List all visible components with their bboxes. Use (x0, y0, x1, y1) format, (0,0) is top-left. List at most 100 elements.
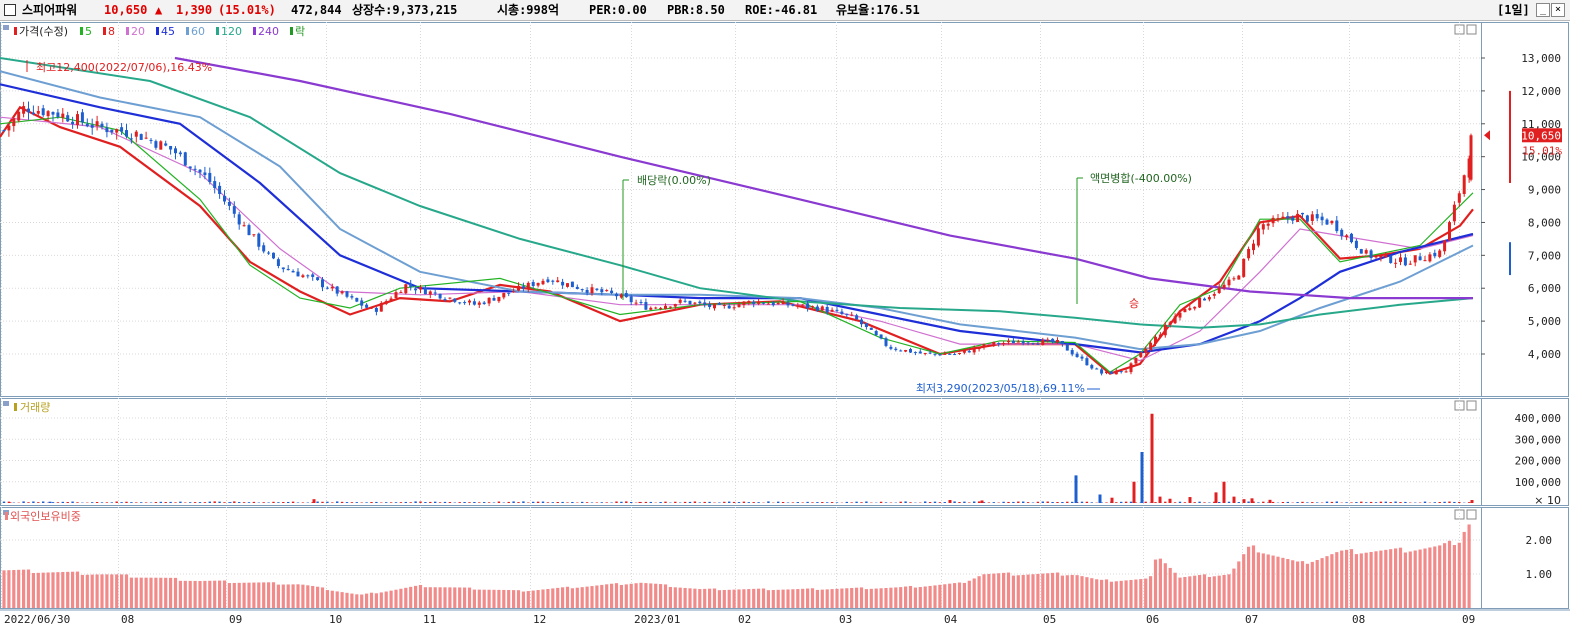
foreign-ratio-bar (835, 588, 839, 608)
float-ratio: 유보율:176.51 (836, 3, 920, 17)
price-tick-label: 5,000 (1528, 315, 1561, 328)
pane-maximize-icon[interactable] (1466, 509, 1477, 520)
volume-bar (48, 501, 52, 503)
foreign-ratio-bar (1398, 547, 1403, 608)
volume-bar (463, 502, 466, 503)
foreign-ratio-bar (1310, 561, 1314, 608)
candle-body (1193, 306, 1197, 309)
volume-bar (164, 502, 167, 503)
volume-bar (61, 501, 64, 503)
pane-handle-icon[interactable] (3, 401, 9, 406)
volume-bar (1311, 502, 1314, 503)
volume-bar (625, 501, 628, 503)
close-icon[interactable]: × (1551, 3, 1565, 17)
foreign-ratio-bar (605, 584, 609, 608)
legend-item-락: 락 (295, 25, 305, 38)
volume-bar (943, 502, 946, 503)
candle-body (46, 111, 50, 117)
volume-bar (189, 502, 192, 503)
volume-bar (144, 502, 148, 503)
candle-body (948, 353, 952, 355)
volume-bar (91, 502, 94, 503)
period-selector[interactable]: [1일] (1497, 3, 1530, 17)
volume-bar (1242, 499, 1246, 503)
candle-body (1354, 240, 1358, 248)
volume-bar (1002, 501, 1005, 503)
foreign-ratio-bar (614, 583, 619, 608)
volume-bar (1134, 502, 1138, 503)
volume-bar (340, 501, 344, 503)
pane-handle-icon[interactable] (3, 25, 9, 30)
candle-body (732, 307, 736, 309)
candle-body (12, 118, 16, 127)
foreign-ratio-bar (1330, 554, 1334, 608)
foreign-ratio-bar (992, 573, 996, 608)
change-value: 1,390 (176, 3, 213, 17)
volume-bar (1193, 502, 1196, 503)
ma-line-20 (0, 116, 1474, 362)
candle-body (1002, 343, 1006, 345)
volume-bar (1394, 501, 1397, 503)
candle-body (693, 302, 697, 304)
foreign-ratio-bar (747, 589, 751, 608)
minimize-icon[interactable]: _ (1536, 3, 1550, 17)
pane-maximize-icon[interactable] (1466, 24, 1477, 35)
volume-bar (1218, 501, 1221, 503)
volume-bar (233, 501, 236, 503)
candle-body (1448, 222, 1451, 241)
candle-body (1232, 278, 1236, 280)
foreign-ratio-bar (423, 587, 427, 608)
volume-bar (1036, 501, 1040, 503)
foreign-ratio-bar (95, 574, 99, 608)
candle-body (629, 296, 633, 303)
foreign-ratio-bar (1036, 573, 1040, 608)
foreign-ratio-bar (379, 592, 383, 608)
foreign-ratio-bar (100, 574, 104, 608)
volume-bar (585, 502, 589, 503)
foreign-ratio-bar (923, 586, 927, 608)
volume-bar (1369, 501, 1373, 503)
volume-bar (1115, 502, 1118, 503)
pane-restore-icon[interactable] (1454, 400, 1465, 411)
legend-item-20: 20 (131, 25, 145, 38)
pane-restore-icon[interactable] (1454, 509, 1465, 520)
volume-bar (1350, 502, 1353, 503)
volume-bar (683, 501, 687, 503)
foreign-ratio-bar (1271, 555, 1275, 608)
candle-body (203, 172, 207, 176)
candle-body (1457, 193, 1461, 203)
pane-restore-icon[interactable] (1454, 24, 1465, 35)
volume-bar (620, 501, 623, 503)
date-tick-label: 2022/06/30 (4, 613, 70, 626)
candle-body (1222, 284, 1226, 289)
candle-body (115, 129, 119, 133)
foreign-ratio-bar (516, 590, 521, 608)
candle-body (1056, 340, 1059, 343)
candle-body (590, 287, 594, 294)
candle-body (438, 293, 442, 299)
volume-bar (644, 501, 648, 503)
volume-bar (977, 501, 981, 503)
foreign-ratio-bar (1320, 558, 1324, 608)
candle-body (301, 275, 305, 278)
candle-body (791, 304, 795, 306)
foreign-ratio-bar (933, 585, 937, 608)
candle-body (188, 166, 192, 169)
candle-body (1016, 341, 1020, 343)
candle-body (296, 271, 300, 277)
pane-maximize-icon[interactable] (1466, 400, 1477, 411)
volume-bar (1301, 501, 1304, 503)
foreign-ratio-bar (541, 589, 545, 608)
foreign-ratio-bar (1369, 551, 1373, 608)
candle-body (962, 350, 966, 353)
volume-bar (1041, 501, 1044, 503)
candle-body (967, 351, 971, 353)
foreign-ratio-bar (962, 582, 966, 608)
foreign-ratio-bar (884, 587, 888, 608)
checkbox-icon[interactable] (4, 4, 16, 16)
candle-body (1413, 255, 1417, 263)
volume-bar (389, 502, 393, 503)
volume-bar (1080, 501, 1084, 503)
foreign-ratio-bar (418, 584, 423, 608)
